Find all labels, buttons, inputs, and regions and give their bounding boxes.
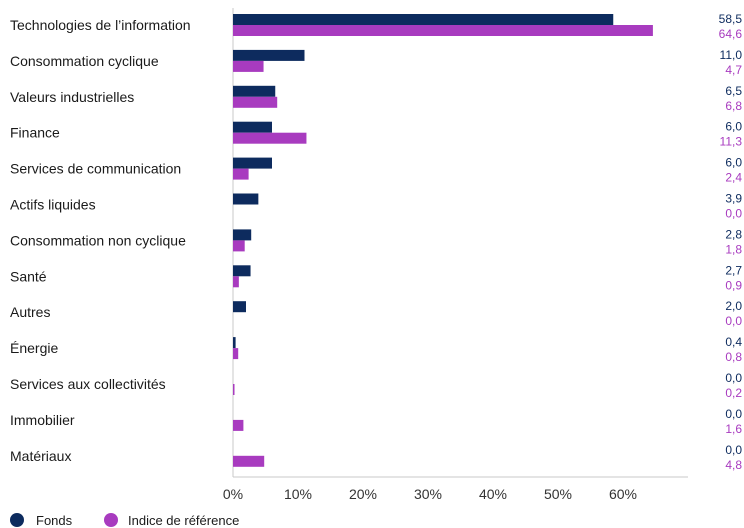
bar-indice — [233, 455, 265, 467]
value-label-fonds: 0,0 — [725, 371, 742, 385]
value-label-indice: 0,0 — [725, 314, 742, 328]
bar-indice — [233, 96, 278, 108]
bar-indice — [233, 168, 249, 180]
value-label-fonds: 2,7 — [725, 263, 742, 277]
x-tick-label: 50% — [544, 486, 572, 502]
x-tick-label: 40% — [479, 486, 507, 502]
legend-marker-fonds — [10, 513, 24, 527]
bar-indice — [233, 348, 239, 360]
category-label: Services aux collectivités — [10, 376, 166, 392]
value-label-fonds: 6,5 — [725, 84, 742, 98]
category-label: Valeurs industrielles — [10, 89, 134, 105]
value-label-indice: 64,6 — [719, 27, 743, 41]
value-label-indice: 0,8 — [725, 350, 742, 364]
category-label: Santé — [10, 268, 47, 284]
value-label-indice: 2,4 — [725, 171, 742, 185]
value-label-indice: 6,8 — [725, 99, 742, 113]
bar-fonds — [233, 14, 614, 25]
value-label-indice: 4,8 — [725, 458, 742, 472]
x-tick-label: 10% — [284, 486, 312, 502]
x-tick-label: 20% — [349, 486, 377, 502]
category-label: Consommation cyclique — [10, 53, 159, 69]
x-axis-ticks: 0% 10% 20% 30% 40% 50% 60% — [223, 486, 637, 502]
value-label-fonds: 6,0 — [725, 120, 742, 134]
value-label-indice: 0,0 — [725, 207, 742, 221]
category-label: Autres — [10, 304, 50, 320]
category-label: Finance — [10, 125, 60, 141]
category-label: Consommation non cyclique — [10, 232, 186, 248]
bar-fonds — [233, 121, 272, 133]
legend-label-fonds: Fonds — [36, 513, 73, 528]
value-label-indice: 1,8 — [725, 242, 742, 256]
category-label: Immobilier — [10, 412, 75, 428]
value-label-indice: 11,3 — [720, 135, 743, 149]
x-tick-label: 0% — [223, 486, 243, 502]
bar-fonds — [233, 85, 276, 97]
value-label-fonds: 0,0 — [725, 407, 742, 421]
value-label-indice: 0,2 — [725, 386, 742, 400]
category-label: Matériaux — [10, 448, 71, 464]
bar-fonds — [233, 337, 236, 349]
value-label-fonds: 58,5 — [719, 12, 743, 26]
bar-fonds — [233, 157, 272, 169]
category-labels: Technologies de l’information Consommatio… — [10, 17, 191, 464]
category-label: Actifs liquides — [10, 197, 96, 213]
x-tick-label: 30% — [414, 486, 442, 502]
legend-marker-indice — [104, 513, 118, 527]
category-label: Services de communication — [10, 161, 181, 177]
value-label-fonds: 6,0 — [725, 156, 742, 170]
bar-indice — [233, 419, 244, 431]
bar-fonds — [233, 265, 251, 277]
legend: Fonds Indice de référence — [10, 513, 239, 528]
bar-fonds — [233, 229, 252, 241]
value-labels: 58,564,611,04,76,56,86,011,36,02,43,90,0… — [719, 12, 743, 472]
legend-label-indice: Indice de référence — [128, 513, 239, 528]
bar-indice — [233, 276, 239, 288]
x-tick-label: 60% — [609, 486, 637, 502]
bar-fonds — [233, 49, 305, 61]
value-label-indice: 1,6 — [725, 422, 742, 436]
bar-fonds — [233, 193, 259, 205]
value-label-fonds: 0,0 — [725, 443, 742, 457]
value-label-indice: 0,9 — [725, 278, 742, 292]
bar-fonds — [233, 301, 246, 313]
value-label-fonds: 0,4 — [725, 335, 742, 349]
bars — [233, 14, 653, 467]
value-label-fonds: 2,0 — [725, 299, 742, 313]
bar-indice — [233, 60, 264, 72]
bar-indice — [233, 132, 307, 144]
bar-indice — [233, 384, 235, 395]
bar-indice — [233, 240, 245, 252]
value-label-indice: 4,7 — [725, 63, 742, 77]
value-label-fonds: 2,8 — [725, 227, 742, 241]
value-label-fonds: 3,9 — [725, 192, 742, 206]
bar-indice — [233, 25, 653, 36]
value-label-fonds: 11,0 — [720, 48, 743, 62]
category-label: Technologies de l’information — [10, 17, 191, 33]
category-label: Énergie — [10, 340, 58, 356]
